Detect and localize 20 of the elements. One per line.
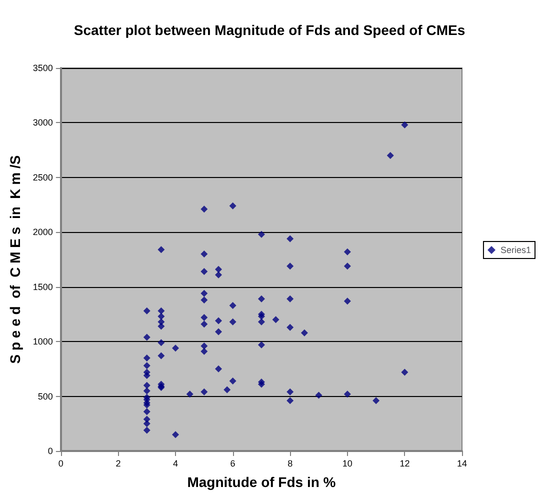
y-tick-label: 2500 (32, 172, 53, 182)
x-tick-label: 4 (173, 458, 178, 468)
x-tick-label: 0 (58, 458, 64, 468)
x-tick-label: 12 (400, 458, 410, 468)
y-tick-label: 3000 (32, 118, 53, 128)
x-tick-label: 2 (116, 458, 121, 468)
x-tick-label: 8 (288, 458, 293, 468)
y-tick-label: 1000 (32, 336, 53, 347)
y-tick-label: 2000 (32, 227, 53, 238)
y-tick-label: 3500 (32, 63, 53, 73)
chart-title: Scatter plot between Magnitude of Fds and Speed of CMEs (74, 22, 466, 38)
x-axis-title: Magnitude of Fds in % (187, 474, 336, 490)
x-tick-label: 6 (230, 458, 236, 468)
legend-label: Series1 (500, 245, 531, 255)
y-tick-label: 500 (38, 391, 53, 402)
x-tick-label: 10 (342, 458, 352, 468)
y-tick-label: 1500 (32, 282, 53, 292)
y-axis-title: S p e e d of C M E s in K m /S (7, 155, 23, 364)
y-tick-label: 0 (48, 446, 53, 456)
x-tick-label: 14 (456, 458, 468, 468)
